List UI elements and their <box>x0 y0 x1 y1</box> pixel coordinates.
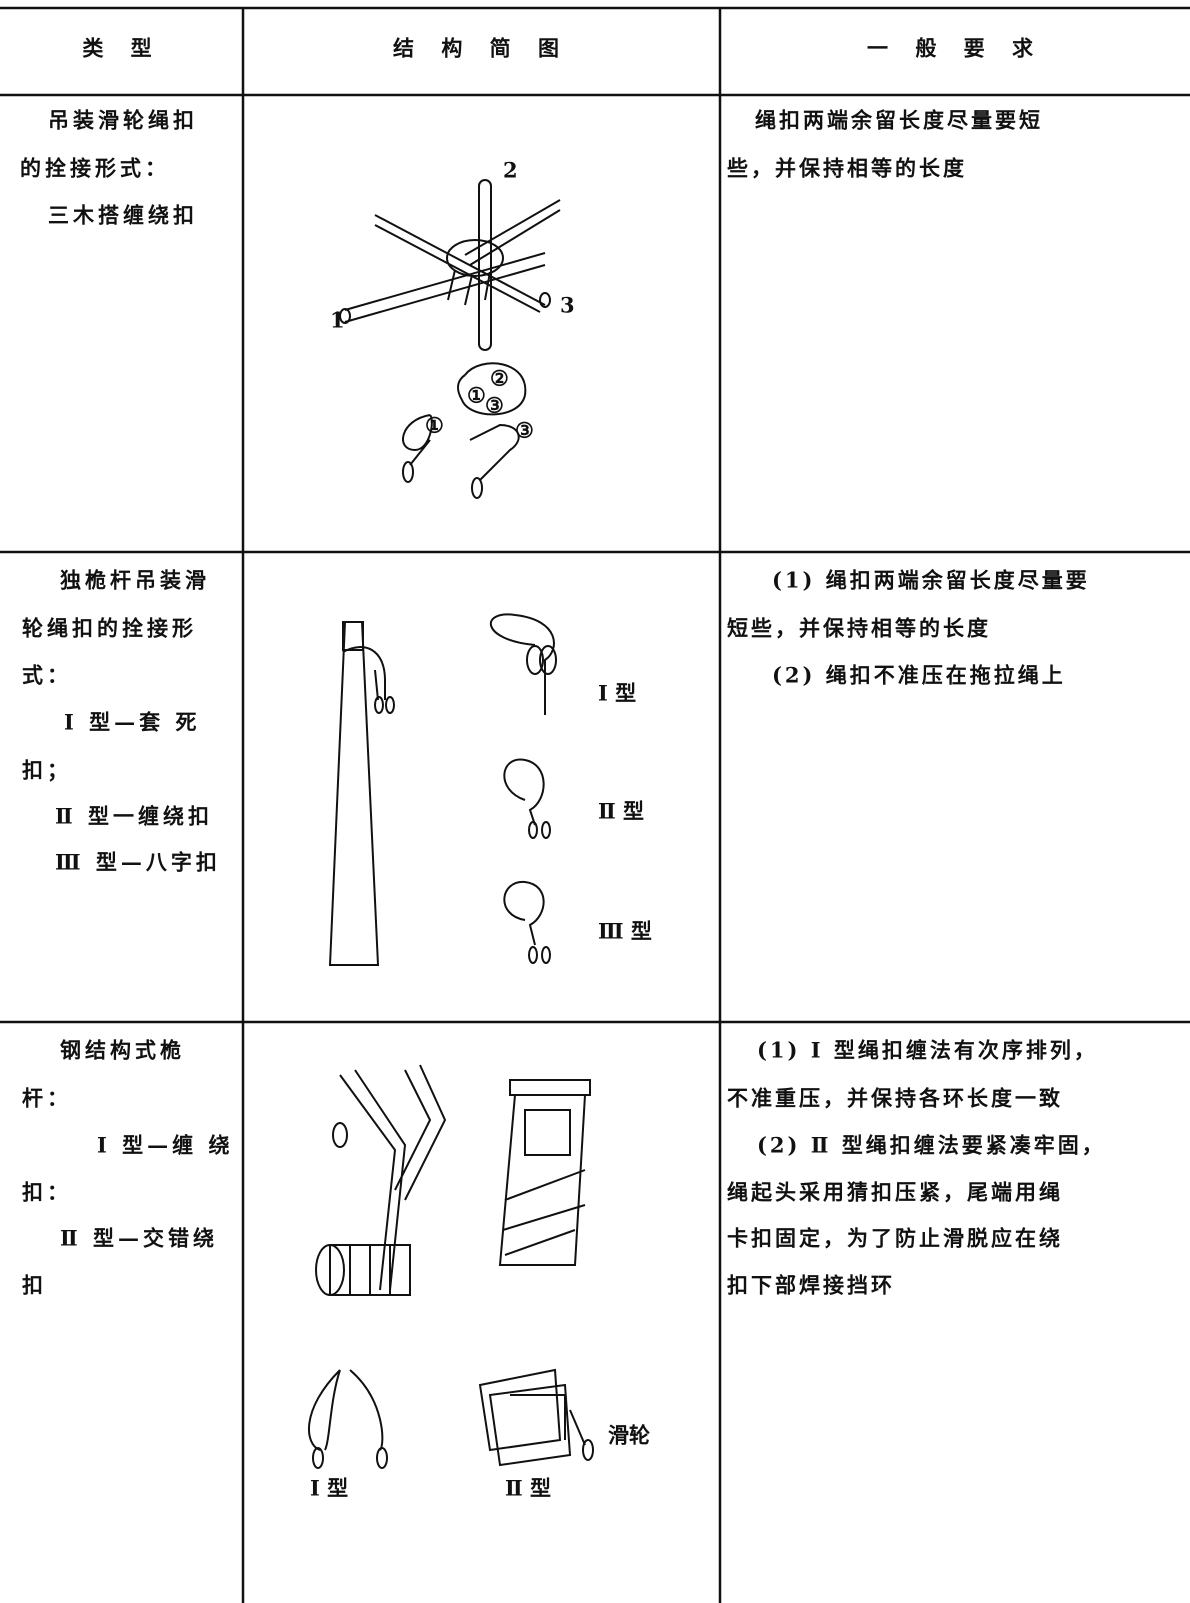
type-text: 吊装滑轮绳扣 <box>48 108 198 133</box>
type-text: Ⅱ 型一缠绕扣 <box>55 804 213 829</box>
type-text: 钢结构式桅 <box>60 1038 185 1063</box>
requirement-text: (2) Ⅱ 型绳扣缠法要紧凑牢固， <box>757 1133 1106 1158</box>
figure-three-pole <box>339 179 561 499</box>
figure-label: Ⅲ 型 <box>598 919 652 944</box>
requirement-text: 些，并保持相等的长度 <box>727 156 967 181</box>
requirement-text: 扣下部焊接挡环 <box>727 1273 895 1298</box>
type-text: Ⅰ 型—缠 绕 <box>97 1133 233 1158</box>
figure-label: ① <box>467 383 486 408</box>
header-cell: 类 型 <box>82 36 161 61</box>
type-text: Ⅲ 型—八字扣 <box>55 850 221 875</box>
figure-single-mast <box>328 613 557 966</box>
figure-label: Ⅰ 型 <box>310 1476 348 1501</box>
figure-label: 1 <box>330 308 345 333</box>
type-text: 杆： <box>22 1086 72 1111</box>
type-text: 三木搭缠绕扣 <box>48 203 198 228</box>
figure-label: Ⅰ 型 <box>598 681 636 706</box>
requirement-text: 短些，并保持相等的长度 <box>727 616 991 641</box>
type-text: 扣： <box>22 1180 72 1205</box>
figure-label: 3 <box>560 293 575 318</box>
table-rules <box>0 6 1190 1603</box>
requirement-text: 绳起头采用猜扣压紧，尾端用绳 <box>727 1180 1063 1205</box>
figure-label: 2 <box>503 158 518 183</box>
figure-steel-mast <box>308 1064 594 1469</box>
header-cell: 结 构 简 图 <box>393 36 569 61</box>
requirement-text: 不准重压，并保持各环长度一致 <box>727 1086 1063 1111</box>
figure-label: ③ <box>485 393 504 418</box>
figure-label: Ⅱ 型 <box>598 799 644 824</box>
figure-label: ① <box>425 413 444 438</box>
type-text: Ⅱ 型—交错绕 <box>60 1226 218 1251</box>
requirement-text: (1) 绳扣两端余留长度尽量要 <box>772 568 1090 593</box>
figure-label: ③ <box>515 418 534 443</box>
type-text: 扣； <box>22 758 72 783</box>
requirement-text: (2) 绳扣不准压在拖拉绳上 <box>772 663 1066 688</box>
type-text: 式： <box>22 663 72 688</box>
figure-label: 滑轮 <box>608 1423 650 1448</box>
type-text: Ⅰ 型—套 死 <box>64 710 200 735</box>
figure-label: ② <box>490 366 509 391</box>
requirement-text: (1) Ⅰ 型绳扣缠法有次序排列， <box>757 1038 1098 1063</box>
requirement-text: 绳扣两端余留长度尽量要短 <box>755 108 1043 133</box>
requirement-text: 卡扣固定，为了防止滑脱应在绕 <box>727 1226 1063 1251</box>
header-cell: 一 般 要 求 <box>867 36 1043 61</box>
type-text: 轮绳扣的拴接形 <box>22 616 197 641</box>
type-text: 独桅杆吊装滑 <box>60 568 210 593</box>
type-text: 扣 <box>22 1273 47 1298</box>
figure-label: Ⅱ 型 <box>505 1476 551 1501</box>
type-text: 的拴接形式： <box>20 156 170 181</box>
